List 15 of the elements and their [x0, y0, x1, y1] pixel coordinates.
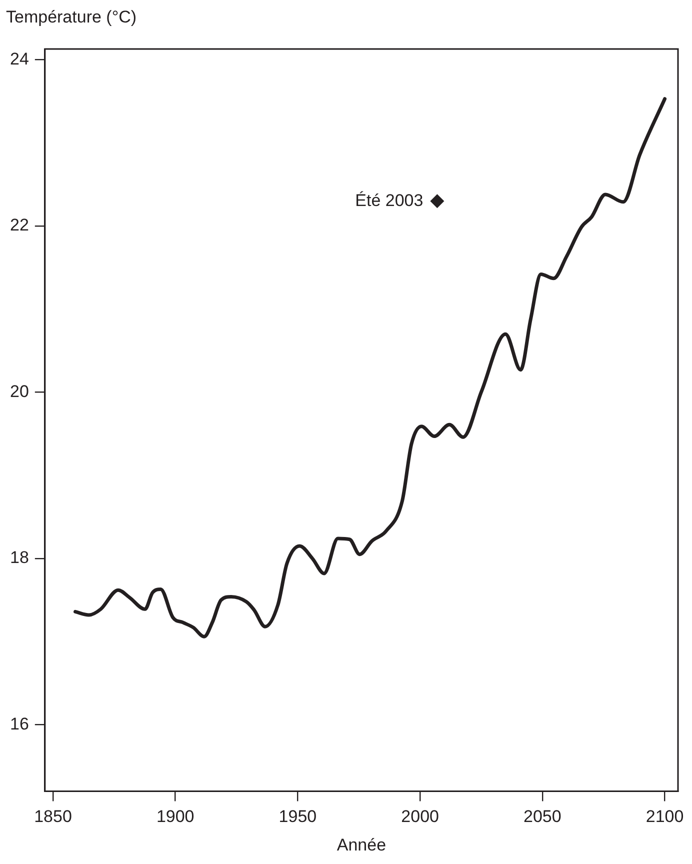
- line-series: [74, 97, 667, 638]
- x-tick-label: 2050: [524, 807, 562, 826]
- y-tick-label: 16: [10, 714, 29, 734]
- x-tick-label: 2100: [646, 807, 684, 826]
- x-tick-label: 2000: [401, 807, 439, 826]
- y-tick-label: 18: [10, 548, 29, 568]
- x-axis-title: Année: [336, 835, 386, 854]
- x-tick-label: 1900: [156, 807, 194, 826]
- y-tick-label: 22: [10, 216, 29, 235]
- y-tick-label: 24: [10, 49, 29, 68]
- annotation: Été 2003: [355, 190, 424, 210]
- y-tick-label: 20: [10, 382, 29, 401]
- y-axis-title: Température (°C): [6, 8, 137, 27]
- x-tick-label: 1950: [278, 807, 317, 826]
- x-tick-label: 1850: [34, 807, 72, 826]
